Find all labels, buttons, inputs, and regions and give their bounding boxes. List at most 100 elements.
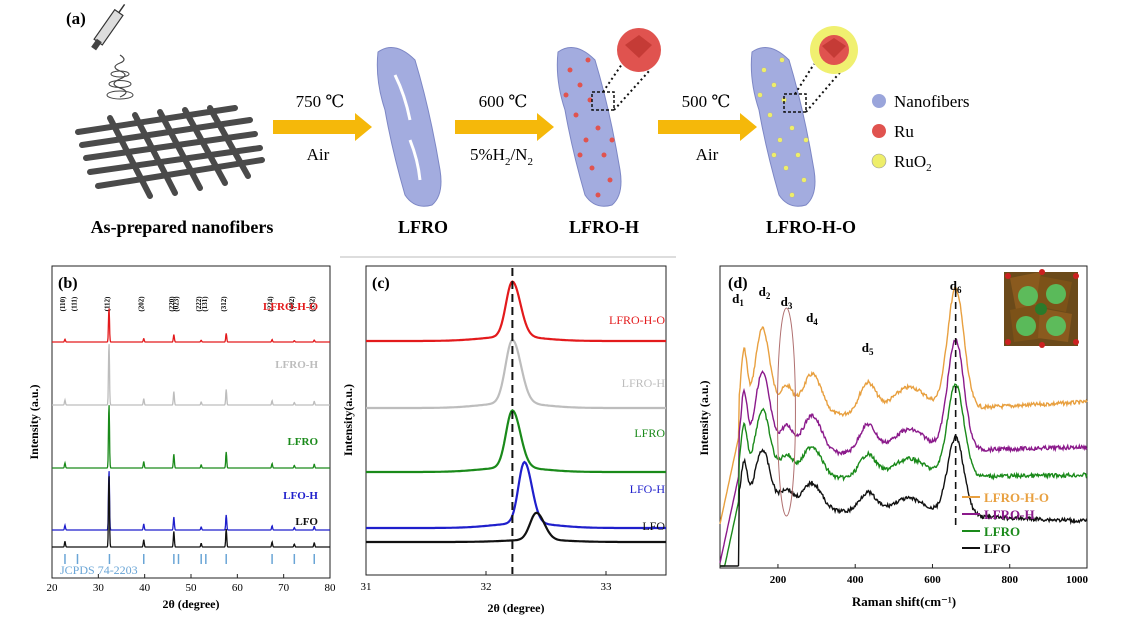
xrd-zoom-curve-lfro-h-o xyxy=(366,280,666,343)
xrd-zoom-series-label-lfo-h: LFO-H xyxy=(630,482,666,496)
nanofiber-mesh-icon xyxy=(75,105,265,199)
caption-lfro-h-o: LFRO-H-O xyxy=(766,217,856,237)
raman-legend-label-lfro: LFRO xyxy=(984,524,1020,539)
xrd-series-label-lfro-h-o: LFRO-H-O xyxy=(263,301,318,313)
step2-temperature: 600 ℃ xyxy=(479,92,528,111)
caption-lfro: LFRO xyxy=(398,217,448,237)
electrospinning-syringe-icon xyxy=(91,3,134,100)
xrd-peak-index-label: (111) xyxy=(71,296,79,311)
fiber-lfro-h-icon xyxy=(556,28,661,207)
raman-band-label-d5: d5 xyxy=(862,340,874,357)
xrd-curve-lfro-h xyxy=(52,344,330,406)
panel-d-ylabel: Intensity (a.u.) xyxy=(697,380,711,455)
legend-ru-label: Ru xyxy=(894,122,914,141)
raman-curve-lfro-h xyxy=(719,338,1088,564)
arrow-step1-icon xyxy=(273,113,372,141)
xrd-zoom-series-label-lfro-h-o: LFRO-H-O xyxy=(609,313,665,327)
xrd-series-label-lfro: LFRO xyxy=(287,436,318,448)
xrd-peak-index-label: (312) xyxy=(220,296,228,312)
xrd-zoom-curve-lfro xyxy=(366,409,666,474)
arrow-step2-icon xyxy=(455,113,554,141)
xrd-peak-index-label: (332) xyxy=(309,296,317,312)
step2-gas: 5%H2/N2 xyxy=(470,145,533,168)
panel-b-xtick-label: 60 xyxy=(232,582,244,594)
panel-c-xlabel: 2θ (degree) xyxy=(487,601,544,615)
raman-curve-lfro xyxy=(720,383,1088,567)
panel-d-xlabel: Raman shift(cm⁻¹) xyxy=(852,594,956,609)
panel-b-xtick-label: 30 xyxy=(93,582,105,594)
panel-b-xtick-label: 40 xyxy=(139,582,151,594)
caption-lfro-h: LFRO-H xyxy=(569,217,639,237)
panel-c-xtick-label: 31 xyxy=(361,581,372,593)
caption-as-prepared: As-prepared nanofibers xyxy=(91,217,274,237)
panel-c: (c) LFRO-H-O LFRO-H LFRO LFO-H LFO 31 32 33 2θ… xyxy=(341,265,667,615)
arrow-step3-icon xyxy=(658,113,757,141)
panel-c-frame xyxy=(365,265,667,576)
xrd-peak-index-label: (110) xyxy=(59,296,67,311)
panel-b-xtick-label: 50 xyxy=(186,582,198,594)
panel-b: (b) (110) (111) (112) (202) (220)(023) (222)(… xyxy=(27,265,337,611)
schematic-legend: Nanofibers Ru RuO2 xyxy=(871,92,970,174)
panel-b-ylabel: Intensity (a.u.) xyxy=(27,384,41,459)
panel-b-xtick-label: 70 xyxy=(278,582,290,594)
panel-d-frame xyxy=(719,265,1088,569)
xrd-peak-index-label: (202) xyxy=(138,296,146,312)
step1-temperature: 750 ℃ xyxy=(296,92,345,111)
panel-d-xtick-label: 400 xyxy=(847,574,864,586)
panel-c-label: (c) xyxy=(372,275,390,292)
panel-d-xtick-label: 1000 xyxy=(1066,574,1089,586)
panel-d-xtick-label: 200 xyxy=(770,574,787,586)
fiber-lfro-h-o-icon xyxy=(750,26,858,207)
xrd-curve-lfo-h xyxy=(52,471,330,531)
xrd-series-label-lfo-h: LFO-H xyxy=(283,490,318,502)
legend-ruo2-marker xyxy=(871,153,887,169)
xrd-curve-lfo xyxy=(52,476,330,548)
xrd-peak-index-label: (112) xyxy=(103,296,111,311)
xrd-zoom-series-label-lfo: LFO xyxy=(642,519,665,533)
fiber-lfro-icon xyxy=(376,47,442,207)
xrd-peak-index-label: (131) xyxy=(201,296,209,312)
raman-legend-label-lfo: LFO xyxy=(984,541,1011,556)
panel-a: (a) xyxy=(66,3,970,237)
xrd-peak-index-label: (222) xyxy=(195,296,203,312)
d3-highlight-ellipse xyxy=(776,307,796,517)
panel-d-label: (d) xyxy=(728,275,748,292)
xrd-series-label-lfro-h: LFRO-H xyxy=(275,359,318,371)
legend-ru-marker xyxy=(872,124,886,138)
raman-band-label-d1: d1 xyxy=(732,291,744,308)
panel-d-xtick-label: 600 xyxy=(924,574,941,586)
panel-d: (d) d1 d2 d3 d4 d5 d6 LFRO-H-O LFRO-H LFRO LFO 2… xyxy=(697,265,1089,609)
raman-band-label-d4: d4 xyxy=(806,310,818,327)
xrd-series-label-lfo: LFO xyxy=(295,516,318,528)
step3-temperature: 500 ℃ xyxy=(682,92,731,111)
panel-b-xtick-label: 80 xyxy=(325,582,337,594)
panel-b-label: (b) xyxy=(58,275,78,292)
step1-gas: Air xyxy=(307,145,330,164)
perovskite-structure-icon xyxy=(1004,269,1079,348)
xrd-zoom-series-label-lfro-h: LFRO-H xyxy=(622,376,666,390)
panel-a-label: (a) xyxy=(66,9,86,28)
raman-legend-label-lfro-h: LFRO-H xyxy=(984,507,1035,522)
xrd-peak-index-label: (224) xyxy=(267,296,275,312)
xrd-zoom-series-label-lfro: LFRO xyxy=(634,426,665,440)
panel-b-xtick-label: 20 xyxy=(47,582,59,594)
xrd-peak-index-label: (220) xyxy=(168,296,176,312)
raman-band-label-d6: d6 xyxy=(950,278,962,295)
xrd-curve-lfro-h-o xyxy=(52,308,330,343)
xrd-peak-index-label: (023) xyxy=(172,296,180,312)
legend-nanofibers-marker xyxy=(872,94,886,108)
raman-band-label-d2: d2 xyxy=(759,284,771,301)
panel-c-xtick-label: 33 xyxy=(601,581,613,593)
xrd-zoom-curve-lfo xyxy=(366,511,666,544)
xrd-curve-lfro xyxy=(52,405,330,469)
raman-legend-label-lfro-h-o: LFRO-H-O xyxy=(984,490,1049,505)
xrd-zoom-curve-lfo-h xyxy=(366,460,666,530)
raman-band-label-d3: d3 xyxy=(781,294,793,311)
xrd-zoom-curve-lfro-h xyxy=(366,338,666,410)
legend-nanofibers-label: Nanofibers xyxy=(894,92,970,111)
legend-ruo2-label: RuO2 xyxy=(894,152,932,174)
reference-card-label: JCPDS 74-2203 xyxy=(60,563,138,577)
panel-d-xtick-label: 800 xyxy=(1001,574,1018,586)
step3-gas: Air xyxy=(696,145,719,164)
panel-c-ylabel: Intensity(a.u.) xyxy=(341,384,355,456)
